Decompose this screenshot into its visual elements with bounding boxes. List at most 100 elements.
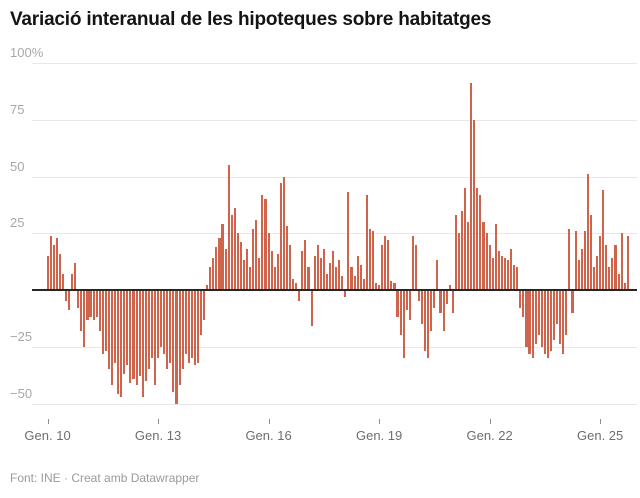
bar <box>568 228 571 290</box>
bar <box>236 233 239 290</box>
bar <box>482 221 485 290</box>
bar <box>52 244 55 290</box>
bar <box>206 285 209 290</box>
bar <box>289 244 292 290</box>
bar <box>64 290 67 302</box>
bar <box>626 235 629 290</box>
bar <box>150 290 153 359</box>
bar <box>534 290 537 345</box>
bar <box>451 290 454 313</box>
bar <box>574 230 577 290</box>
bar <box>614 244 617 290</box>
bar <box>338 260 341 290</box>
y-axis-label: 50 <box>10 158 25 174</box>
bar <box>193 290 196 365</box>
x-axis-tick <box>268 419 270 424</box>
gridline <box>32 119 637 121</box>
bar <box>138 290 141 377</box>
bar <box>46 255 49 290</box>
bar <box>187 290 190 363</box>
bar <box>599 235 602 290</box>
bar <box>374 283 378 290</box>
zero-baseline <box>32 289 637 291</box>
bar <box>470 83 473 290</box>
x-axis-label: Gen. 22 <box>466 428 513 443</box>
bar <box>445 290 448 304</box>
bar <box>497 251 500 290</box>
bar <box>448 285 451 290</box>
bar <box>110 290 114 386</box>
bar <box>58 253 61 290</box>
bar <box>623 283 626 290</box>
bar <box>310 290 313 327</box>
bar <box>387 240 390 290</box>
gridline <box>32 63 637 64</box>
bar <box>427 290 430 359</box>
bar <box>393 283 396 290</box>
bar <box>519 290 522 309</box>
bar <box>359 265 362 290</box>
bar <box>126 290 129 365</box>
chart-footer: Font: INE · Creat amb Datawrapper <box>10 471 200 485</box>
bar <box>141 290 144 397</box>
bar <box>411 235 414 290</box>
bar <box>344 290 347 297</box>
x-axis-tick <box>489 419 491 424</box>
bar <box>276 253 279 290</box>
bar <box>421 290 424 325</box>
bar <box>500 255 503 290</box>
bar <box>433 290 436 309</box>
bar <box>494 224 497 290</box>
bar <box>301 251 304 290</box>
bar <box>92 290 95 320</box>
bar <box>295 283 298 290</box>
x-axis-label: Gen. 25 <box>577 428 624 443</box>
bar <box>325 274 328 290</box>
chart-title: Variació interanual de les hipoteques so… <box>10 9 492 30</box>
bar <box>350 267 353 290</box>
bar <box>114 290 117 363</box>
bar <box>190 290 193 359</box>
bar <box>322 249 325 290</box>
x-axis-tick <box>158 419 160 424</box>
bar <box>571 290 574 313</box>
bar <box>169 290 172 363</box>
bar <box>267 233 270 290</box>
bar <box>135 290 138 386</box>
bar <box>479 194 482 290</box>
bar <box>104 290 107 352</box>
bar <box>457 233 460 290</box>
bar <box>516 267 519 290</box>
bar <box>282 176 285 290</box>
bar <box>605 244 608 290</box>
gridline <box>32 176 637 178</box>
bar <box>396 290 399 318</box>
bar <box>242 260 246 290</box>
bar <box>476 187 479 290</box>
bar <box>67 290 71 311</box>
bar <box>553 290 556 340</box>
bar <box>304 240 307 290</box>
bar <box>261 194 264 290</box>
bar <box>405 290 408 311</box>
x-axis-tick <box>379 419 381 424</box>
bar <box>485 233 488 290</box>
bar <box>528 290 531 354</box>
bar <box>307 267 310 290</box>
gridline <box>32 403 637 405</box>
gridline <box>32 233 637 235</box>
y-axis-label: −50 <box>10 385 33 401</box>
bar <box>117 290 120 395</box>
bar <box>525 290 528 347</box>
bar <box>239 242 242 290</box>
x-axis-label: Gen. 13 <box>134 428 182 443</box>
bar <box>589 215 592 290</box>
bar <box>316 244 319 290</box>
bar <box>362 278 365 290</box>
bar <box>546 290 549 359</box>
bar <box>101 290 104 354</box>
bar <box>592 267 596 290</box>
bar <box>55 237 58 290</box>
bar <box>292 278 295 290</box>
x-axis-label: Gen. 16 <box>245 428 292 443</box>
